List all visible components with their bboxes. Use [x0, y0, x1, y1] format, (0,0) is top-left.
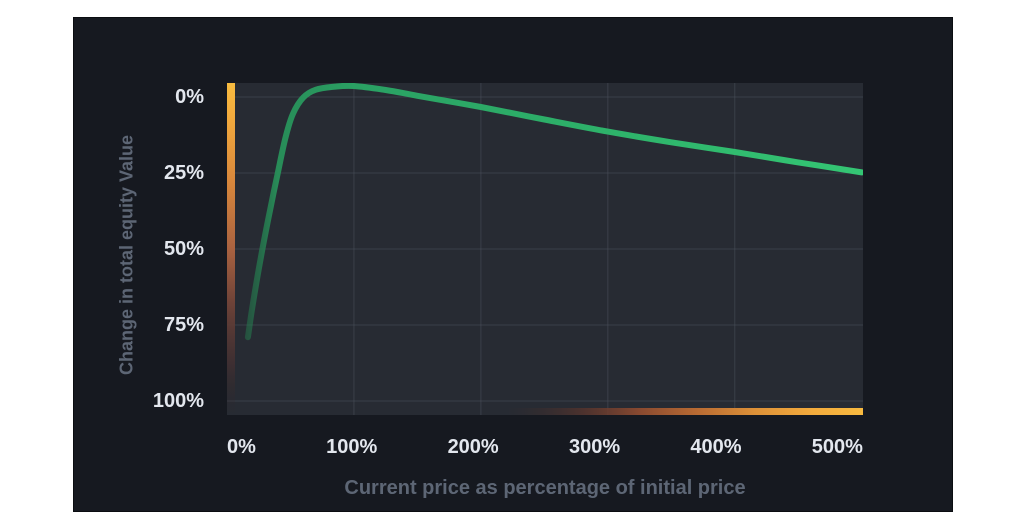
- chart-panel: Change in total equity Value 0% 25% 50% …: [73, 17, 953, 512]
- x-axis-title: Current price as percentage of initial p…: [344, 477, 746, 499]
- x-tick-label: 400%: [690, 436, 742, 458]
- x-axis-tick-labels: 0% 100% 200% 300% 400% 500%: [227, 434, 863, 460]
- y-axis-tick-labels: 0% 25% 50% 75% 100%: [74, 18, 204, 511]
- plot-svg: [227, 83, 863, 415]
- plot-area: [227, 83, 863, 415]
- equity-change-curve: [244, 83, 863, 341]
- x-tick-label: 100%: [326, 436, 378, 458]
- y-tick-label: 50%: [163, 238, 204, 260]
- y-tick-label: 100%: [152, 390, 204, 412]
- y-tick-label: 0%: [175, 86, 204, 108]
- x-tick-label: 200%: [447, 436, 499, 458]
- bottom-edge-gradient-bar: [227, 408, 863, 415]
- x-tick-label: 0%: [227, 436, 256, 458]
- left-edge-gradient-bar: [227, 83, 235, 415]
- x-tick-label: 300%: [568, 436, 621, 458]
- x-tick-label: 500%: [811, 436, 863, 458]
- y-tick-label: 75%: [163, 314, 204, 336]
- y-tick-label: 25%: [163, 162, 204, 184]
